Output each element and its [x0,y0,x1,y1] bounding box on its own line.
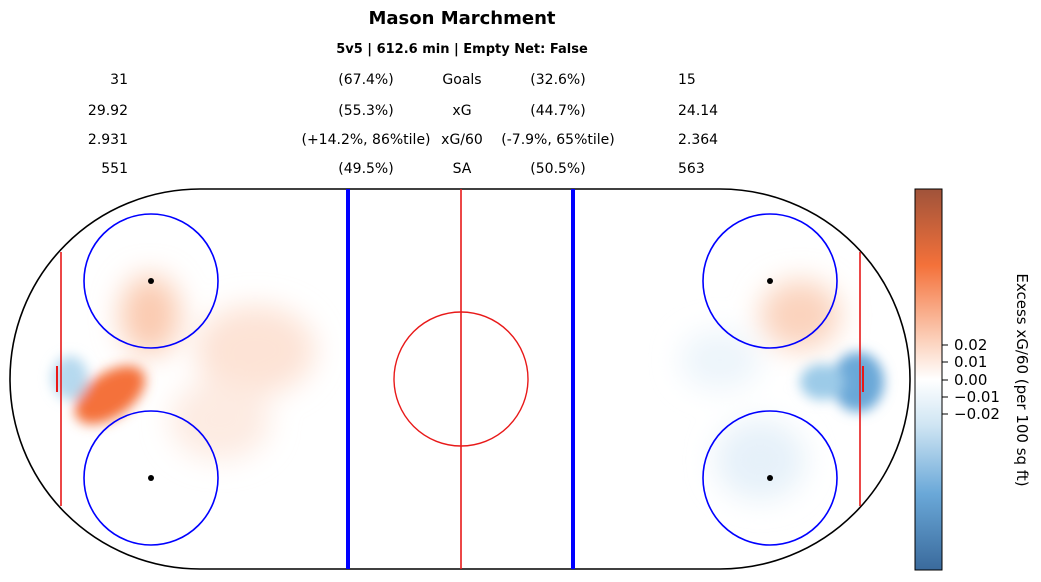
left-upper-faceoff-dot [148,278,154,284]
xg-left-pct: (55.3%) [338,103,394,119]
colorbar-tick-label: 0.00 [954,371,988,389]
heat-diffuse [120,275,840,500]
heat-left-high-slot [195,305,315,395]
heat-layer [52,275,884,500]
left-upper-faceoff-circle [83,213,219,349]
heat-right-crease [832,352,884,412]
sa-left-value: 551 [101,161,128,177]
heat-right-net-front [800,364,844,400]
right-upper-faceoff-dot [767,278,773,284]
xg60-right-pct: (-7.9%, 65%tile) [501,132,615,148]
stat-row-goals: 31 (67.4%) Goals (32.6%) 15 [0,72,924,92]
colorbar-tick-label: 0.02 [954,336,988,354]
xg-left-value: 29.92 [87,103,128,119]
colorbar-tick-label: −0.01 [954,388,1000,406]
xg-label: xG [452,103,472,119]
left-lower-faceoff-circle [83,410,219,546]
heat-left-upper-circle [120,275,180,355]
chart-subtitle: 5v5 | 612.6 min | Empty Net: False [336,42,588,57]
left-lower-faceoff-dot [148,475,154,481]
colorbar [914,188,943,571]
stat-row-xg60: 2.931 (+14.2%, 86%tile) xG/60 (-7.9%, 65… [0,132,924,152]
heat-right-upper-circle [760,280,840,350]
xg60-left-value: 2.931 [87,132,128,148]
goals-left-value: 31 [110,72,128,88]
right-lower-faceoff-circle [702,410,838,546]
sa-right-pct: (50.5%) [530,161,586,177]
center-faceoff-circle [393,311,529,447]
heat-strong [52,352,884,425]
colorbar-tick-label: 0.01 [954,353,988,371]
heat-right-slot [680,330,760,390]
right-upper-faceoff-circle [702,213,838,349]
chart-title: Mason Marchment [368,8,556,29]
stat-row-sa: 551 (49.5%) SA (50.5%) 563 [0,161,924,181]
colorbar-tick-label: −0.02 [954,405,1000,423]
stat-row-xg: 29.92 (55.3%) xG (44.7%) 24.14 [0,103,924,123]
colorbar-label: Excess xG/60 (per 100 sq ft) [1013,273,1031,487]
sa-label: SA [452,161,472,177]
right-lower-faceoff-dot [767,475,773,481]
goals-right-value: 15 [678,72,696,88]
xg-right-value: 24.14 [678,103,719,119]
goals-left-pct: (67.4%) [338,72,394,88]
xg60-right-value: 2.364 [678,132,719,148]
sa-right-value: 563 [678,161,705,177]
goals-right-pct: (32.6%) [530,72,586,88]
goals-label: Goals [442,72,482,88]
xg60-label: xG/60 [441,132,483,148]
heat-right-lower-circle [715,420,805,500]
heat-left-lower-slot [170,380,270,460]
xg-right-pct: (44.7%) [530,103,586,119]
stats-table: 31 (67.4%) Goals (32.6%) 15 29.92 (55.3%… [0,72,924,188]
sa-left-pct: (49.5%) [338,161,394,177]
heat-left-net-front [74,365,146,425]
rink-boards [9,188,911,570]
xg60-left-pct: (+14.2%, 86%tile) [301,132,431,148]
